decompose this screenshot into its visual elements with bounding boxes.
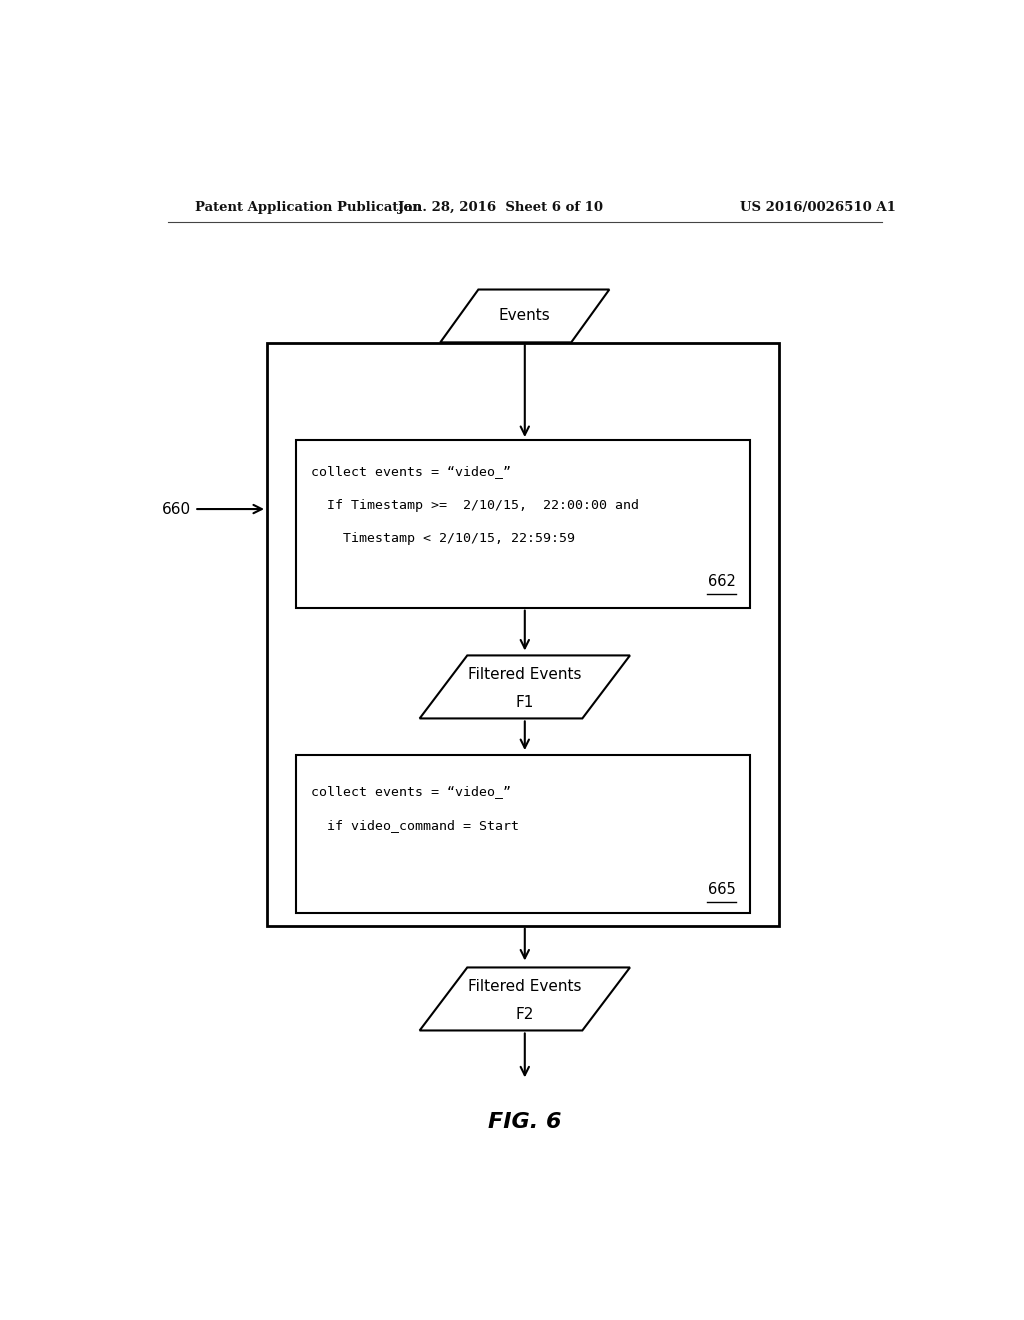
Text: Timestamp < 2/10/15, 22:59:59: Timestamp < 2/10/15, 22:59:59 [310, 532, 574, 545]
Text: 665: 665 [709, 882, 736, 898]
Text: 662: 662 [708, 574, 736, 589]
Bar [267, 343, 778, 925]
Bar [296, 755, 751, 912]
Text: Patent Application Publication: Patent Application Publication [196, 201, 422, 214]
Bar [296, 440, 751, 607]
Text: if video_command = Start: if video_command = Start [310, 818, 518, 832]
Text: Filtered Events: Filtered Events [468, 667, 582, 682]
Text: collect events = “video_”: collect events = “video_” [310, 785, 511, 799]
Text: Jan. 28, 2016  Sheet 6 of 10: Jan. 28, 2016 Sheet 6 of 10 [398, 201, 603, 214]
Text: F2: F2 [516, 1007, 534, 1022]
Text: 660: 660 [163, 502, 262, 516]
Text: Events: Events [499, 309, 551, 323]
Text: F1: F1 [516, 694, 534, 710]
Text: collect events = “video_”: collect events = “video_” [310, 466, 511, 478]
Text: Filtered Events: Filtered Events [468, 979, 582, 994]
Text: US 2016/0026510 A1: US 2016/0026510 A1 [740, 201, 896, 214]
Text: FIG. 6: FIG. 6 [488, 1111, 561, 1133]
Text: If Timestamp >=  2/10/15,  22:00:00 and: If Timestamp >= 2/10/15, 22:00:00 and [310, 499, 639, 512]
